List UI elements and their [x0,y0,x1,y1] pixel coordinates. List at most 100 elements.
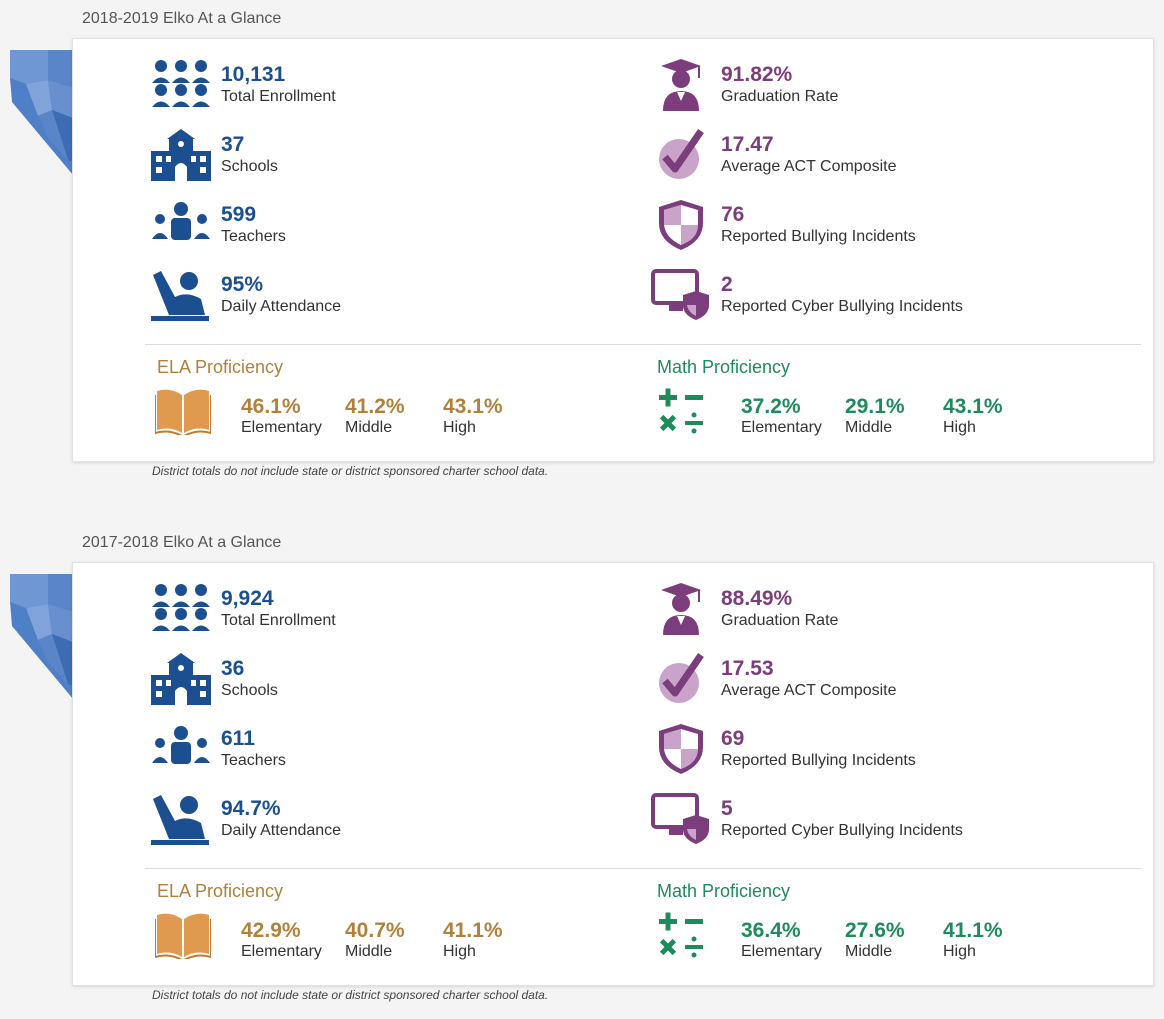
ela-elementary-value: 46.1% [241,395,301,418]
enrollment-value: 9,924 [221,587,274,610]
math-elementary: 37.2% Elementary [741,395,822,437]
teachers-label: Teachers [221,752,286,769]
ela-high-label: High [443,419,476,436]
schools-value: 36 [221,657,245,680]
math-middle-label: Middle [845,419,893,436]
math-elementary: 36.4% Elementary [741,919,822,961]
school-building-icon [151,129,211,181]
math-high: 41.1% High [943,919,1003,961]
math-middle-value: 29.1% [845,395,905,418]
raised-hand-icon [151,271,209,321]
teachers-value: 599 [221,203,257,226]
cyber-label: Reported Cyber Bullying Incidents [721,298,963,315]
ela-high: 41.1% High [443,919,503,961]
charter-note: District totals do not include state or … [152,464,549,478]
stats-card: 9,924 Total Enrollment [72,562,1154,986]
attendance-label: Daily Attendance [221,822,342,839]
ela-high-value: 41.1% [443,919,503,942]
students-icon [152,60,210,107]
enrollment-label: Total Enrollment [221,88,336,105]
math-high-value: 41.1% [943,919,1003,942]
math-elementary-label: Elementary [741,419,822,436]
math-middle: 27.6% Middle [845,919,905,961]
bullying-label: Reported Bullying Incidents [721,228,916,245]
enrollment-label: Total Enrollment [221,612,336,629]
book-icon [155,389,211,435]
ela-middle: 40.7% Middle [345,919,405,961]
attendance-label: Daily Attendance [221,298,342,315]
math-high-value: 43.1% [943,395,1003,418]
attendance-value: 95% [221,273,264,296]
graduation-value: 91.82% [721,63,793,86]
students-icon [152,584,210,631]
schools-label: Schools [221,158,278,175]
ela-elementary: 46.1% Elementary [241,395,322,437]
act-value: 17.47 [721,133,774,156]
act-label: Average ACT Composite [721,158,897,175]
math-title: Math Proficiency [657,881,791,901]
ela-middle-label: Middle [345,943,393,960]
math-high-label: High [943,419,976,436]
charter-note: District totals do not include state or … [152,988,549,1002]
ela-title: ELA Proficiency [157,357,284,377]
graduate-icon [661,59,701,111]
ela-elementary: 42.9% Elementary [241,919,322,961]
checkmark-icon [659,129,704,179]
section-title: 2018-2019 Elko At a Glance [82,10,282,27]
math-elementary-value: 37.2% [741,395,801,418]
enrollment-value: 10,131 [221,63,286,86]
graduate-icon [661,583,701,635]
math-high: 43.1% High [943,395,1003,437]
ela-middle: 41.2% Middle [345,395,405,437]
bullying-value: 69 [721,727,745,750]
math-title: Math Proficiency [657,357,791,377]
glance-section: 2017-2018 Elko At a Glance [0,526,1164,1016]
glance-section: 2018-2019 Elko At a Glance [0,2,1164,492]
ela-middle-value: 40.7% [345,919,405,942]
ela-elementary-label: Elementary [241,943,322,960]
cyber-value: 5 [721,797,733,820]
math-elementary-label: Elementary [741,943,822,960]
schools-label: Schools [221,682,278,699]
ela-elementary-value: 42.9% [241,919,301,942]
stats-card: 10,131 Total Enrollment [72,38,1154,462]
act-value: 17.53 [721,657,774,680]
ela-high-label: High [443,943,476,960]
ela-middle-label: Middle [345,419,393,436]
act-label: Average ACT Composite [721,682,897,699]
raised-hand-icon [151,795,209,845]
bullying-value: 76 [721,203,745,226]
ela-middle-value: 41.2% [345,395,405,418]
teachers-icon [152,726,210,764]
ela-elementary-label: Elementary [241,419,322,436]
graduation-value: 88.49% [721,587,793,610]
bullying-label: Reported Bullying Incidents [721,752,916,769]
book-icon [155,913,211,959]
monitor-shield-icon [651,793,709,844]
math-operators-icon [659,912,703,958]
graduation-label: Graduation Rate [721,612,839,629]
ela-title: ELA Proficiency [157,881,284,901]
divider [145,344,1141,345]
math-middle-label: Middle [845,943,893,960]
shield-icon [659,724,703,774]
teachers-icon [152,202,210,240]
section-title: 2017-2018 Elko At a Glance [82,534,282,551]
schools-value: 37 [221,133,245,156]
teachers-label: Teachers [221,228,286,245]
school-building-icon [151,653,211,705]
ela-high-value: 43.1% [443,395,503,418]
math-elementary-value: 36.4% [741,919,801,942]
teachers-value: 611 [221,727,255,750]
math-middle-value: 27.6% [845,919,905,942]
ela-high: 43.1% High [443,395,503,437]
monitor-shield-icon [651,269,709,320]
math-middle: 29.1% Middle [845,395,905,437]
math-operators-icon [659,388,703,434]
shield-icon [659,200,703,250]
math-high-label: High [943,943,976,960]
graduation-label: Graduation Rate [721,88,839,105]
cyber-label: Reported Cyber Bullying Incidents [721,822,963,839]
divider [145,868,1141,869]
attendance-value: 94.7% [221,797,281,820]
